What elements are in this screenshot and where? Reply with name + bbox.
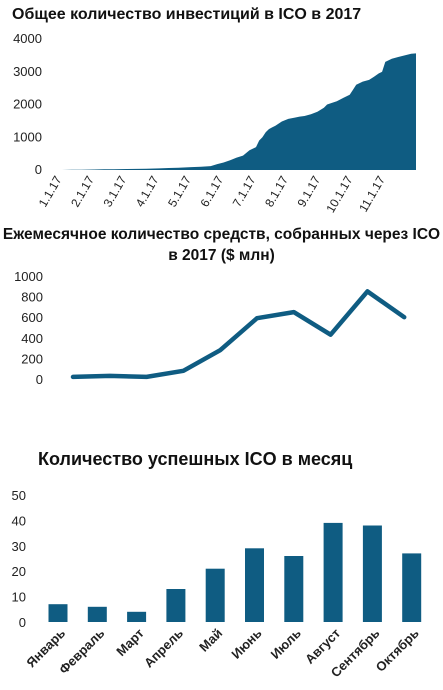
y-tick-label: 10 [12,590,26,605]
y-tick-label: 1000 [13,129,42,144]
area-series [62,53,416,170]
y-tick-label: 30 [12,539,26,554]
y-tick-label: 0 [19,615,26,630]
y-tick-label: 800 [21,290,43,305]
y-tick-label: 200 [21,351,43,366]
y-tick-label: 400 [21,331,43,346]
x-tick-label: Май [196,626,225,655]
bar [48,604,68,622]
bar [245,548,264,622]
y-tick-label: 4000 [13,31,42,46]
bar [166,589,186,622]
y-tick-label: 50 [12,488,26,503]
x-tick-label: Июль [268,626,304,662]
bar [284,556,304,622]
chart-title-successful-icos: Количество успешных ICO в месяц [38,449,353,469]
y-tick-label: 40 [12,513,26,528]
x-tick-label: Март [113,626,146,659]
y-tick-label: 2000 [13,97,42,112]
y-tick-label: 1000 [14,269,43,284]
chart-title-total-investments: Общее количество инвестиций в ICO в 2017 [12,6,362,23]
y-tick-label: 3000 [13,64,42,79]
y-tick-label: 20 [12,564,26,579]
bar [127,611,147,622]
bar [205,568,225,622]
bar [402,553,422,622]
x-tick-label: Июнь [228,626,264,662]
chart-title-monthly-funds: Ежемесячное количество средств, собранны… [2,226,441,264]
x-tick-label: Октябрь [373,626,422,675]
x-tick-label: Апрель [141,626,186,671]
bar [362,525,382,622]
line-series [70,289,407,380]
y-tick-label: 0 [36,372,43,387]
y-tick-label: 0 [35,162,42,177]
bar [87,606,107,622]
bar [323,522,343,622]
y-tick-label: 600 [21,310,43,325]
line-chart-monthly-funds: 0 200 400 600 800 1000 [14,269,407,387]
